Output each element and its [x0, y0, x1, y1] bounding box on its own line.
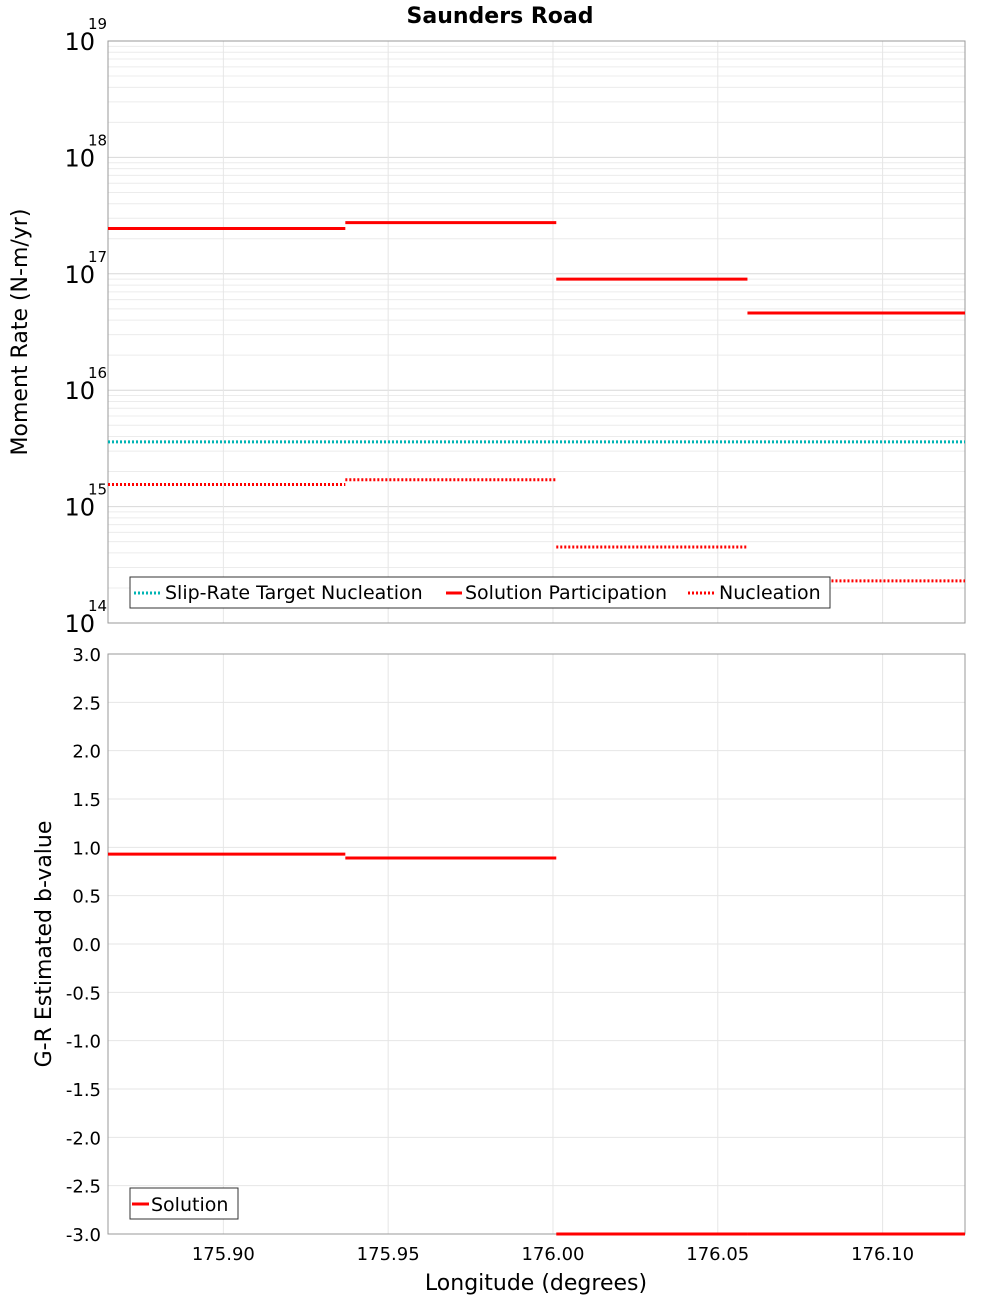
- y-tick-label: 10: [64, 377, 95, 405]
- b-value-y-axis-label: G-R Estimated b-value: [32, 821, 57, 1068]
- y-tick-label: -0.5: [66, 983, 101, 1004]
- moment-rate-grid: [108, 41, 965, 624]
- b-value-series: [108, 852, 965, 1236]
- y-tick-exponent: 16: [88, 364, 107, 382]
- legend-label-solution-participation: Solution Participation: [465, 582, 667, 604]
- y-tick-label: 1.5: [72, 790, 101, 811]
- y-tick-label: -2.5: [66, 1177, 101, 1198]
- y-tick-label: 10: [64, 494, 95, 522]
- x-tick-label: 175.95: [357, 1244, 420, 1265]
- moment-rate-legend: Slip-Rate Target Nucleation Solution Par…: [129, 576, 831, 609]
- y-tick-exponent: 18: [88, 131, 107, 149]
- b-value-y-ticks: 3.0 2.5 2.0 1.5 1.0 0.5 0.0 -0.5 -1.0 -1.5 -2.0 -2.…: [66, 645, 101, 1246]
- x-tick-label: 176.05: [686, 1244, 749, 1265]
- y-tick-exponent: 17: [88, 248, 107, 266]
- y-tick-exponent: 15: [88, 481, 107, 499]
- legend-label-nucleation: Nucleation: [719, 582, 821, 604]
- y-tick-label: -1.5: [66, 1080, 101, 1101]
- legend-label-slip-rate-target: Slip-Rate Target Nucleation: [165, 582, 423, 604]
- y-tick-label: 10: [64, 261, 95, 289]
- y-tick-label: 2.0: [72, 742, 101, 763]
- y-tick-label: 10: [64, 28, 95, 56]
- y-tick-label: 10: [64, 610, 95, 638]
- y-tick-label: -1.0: [66, 1032, 101, 1053]
- b-value-grid: [108, 653, 965, 1235]
- y-tick-label: 0.0: [72, 935, 101, 956]
- b-value-panel: 3.0 2.5 2.0 1.5 1.0 0.5 0.0 -0.5 -1.0 -1.5 -2.0 -2.…: [32, 645, 966, 1296]
- x-tick-label: 176.10: [851, 1244, 914, 1265]
- x-tick-label: 175.90: [192, 1244, 255, 1265]
- y-tick-label: 2.5: [72, 693, 101, 714]
- y-tick-exponent: 19: [88, 15, 107, 33]
- moment-rate-y-axis-label: Moment Rate (N-m/yr): [8, 209, 33, 456]
- b-value-x-ticks: 175.90 175.95 176.00 176.05 176.10: [192, 1244, 914, 1265]
- y-tick-exponent: 14: [88, 597, 107, 615]
- y-tick-label: 10: [64, 144, 95, 172]
- chart-title: Saunders Road: [407, 4, 594, 29]
- x-tick-label: 176.00: [521, 1244, 584, 1265]
- y-tick-label: 3.0: [72, 645, 101, 666]
- y-tick-label: 1.0: [72, 838, 101, 859]
- moment-rate-series: [108, 221, 965, 583]
- y-tick-label: -3.0: [66, 1225, 101, 1246]
- legend-label-solution: Solution: [151, 1194, 228, 1216]
- y-tick-label: -2.0: [66, 1128, 101, 1149]
- moment-rate-plot-frame: [107, 40, 966, 624]
- b-value-legend: Solution: [129, 1187, 239, 1220]
- y-tick-label: 0.5: [72, 887, 101, 908]
- x-axis-label: Longitude (degrees): [425, 1271, 647, 1296]
- b-value-plot-frame: [107, 653, 966, 1235]
